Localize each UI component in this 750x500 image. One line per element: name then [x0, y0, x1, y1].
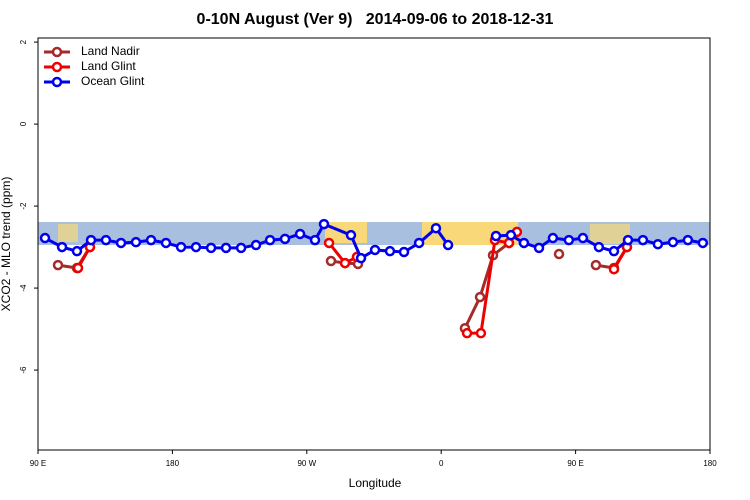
marker	[593, 241, 605, 253]
marker	[56, 241, 68, 253]
marker	[355, 252, 367, 264]
marker	[250, 239, 262, 251]
marker	[220, 242, 232, 254]
marker	[430, 222, 442, 234]
marker	[697, 237, 709, 249]
marker	[533, 242, 545, 254]
marker	[577, 232, 589, 244]
marker	[71, 245, 83, 257]
marker	[652, 238, 664, 250]
series-line	[76, 231, 629, 335]
plot-frame	[37, 37, 711, 451]
marker	[52, 259, 64, 271]
marker	[339, 257, 351, 269]
marker	[442, 239, 454, 251]
y-tick-label: -2	[19, 202, 28, 210]
marker	[490, 230, 502, 242]
marker	[590, 259, 602, 271]
marker	[505, 229, 517, 241]
marker	[39, 232, 51, 244]
marker	[145, 234, 157, 246]
marker	[608, 245, 620, 257]
legend-marker	[51, 76, 63, 88]
marker	[264, 234, 276, 246]
x-axis-label: Longitude	[349, 476, 402, 490]
marker	[85, 234, 97, 246]
marker	[175, 241, 187, 253]
marker	[205, 242, 217, 254]
legend-label: Land Nadir	[81, 44, 140, 58]
marker	[235, 242, 247, 254]
legend-label: Land Glint	[81, 59, 136, 73]
marker	[318, 218, 330, 230]
marker	[518, 237, 530, 249]
marker	[461, 327, 473, 339]
legend-label: Ocean Glint	[81, 74, 145, 88]
legend-marker	[51, 46, 63, 58]
marker	[384, 245, 396, 257]
x-tick-label: 180	[703, 459, 717, 468]
marker	[475, 327, 487, 339]
marker	[547, 232, 559, 244]
y-tick-label: 2	[19, 39, 28, 44]
marker	[637, 234, 649, 246]
y-tick-label: -4	[19, 284, 28, 292]
marker	[474, 291, 486, 303]
x-tick-label: 90 W	[297, 459, 316, 468]
marker	[413, 237, 425, 249]
marker	[160, 237, 172, 249]
marker	[667, 236, 679, 248]
marker	[325, 255, 337, 267]
marker	[115, 237, 127, 249]
series-line	[57, 241, 629, 329]
marker	[323, 237, 335, 249]
marker	[398, 246, 410, 258]
x-tick-label: 0	[439, 459, 444, 468]
marker	[622, 234, 634, 246]
chart-title: 0-10N August (Ver 9) 2014-09-06 to 2018-…	[197, 11, 554, 28]
y-tick-label: 0	[19, 121, 28, 126]
x-tick-label: 90 E	[30, 459, 46, 468]
marker	[190, 241, 202, 253]
marker	[309, 234, 321, 246]
marker	[608, 263, 620, 275]
marker	[130, 236, 142, 248]
y-tick-label: -6	[19, 366, 28, 374]
marker	[294, 228, 306, 240]
x-tick-label: 90 E	[567, 459, 583, 468]
x-tick-label: 180	[166, 459, 180, 468]
marker	[345, 229, 357, 241]
marker	[369, 244, 381, 256]
marker	[279, 233, 291, 245]
y-axis-label: XCO2 - MLO trend (ppm)	[0, 177, 13, 312]
marker	[563, 234, 575, 246]
marker	[100, 234, 112, 246]
legend-marker	[51, 61, 63, 73]
marker	[72, 262, 84, 274]
marker	[682, 234, 694, 246]
marker	[553, 248, 565, 260]
